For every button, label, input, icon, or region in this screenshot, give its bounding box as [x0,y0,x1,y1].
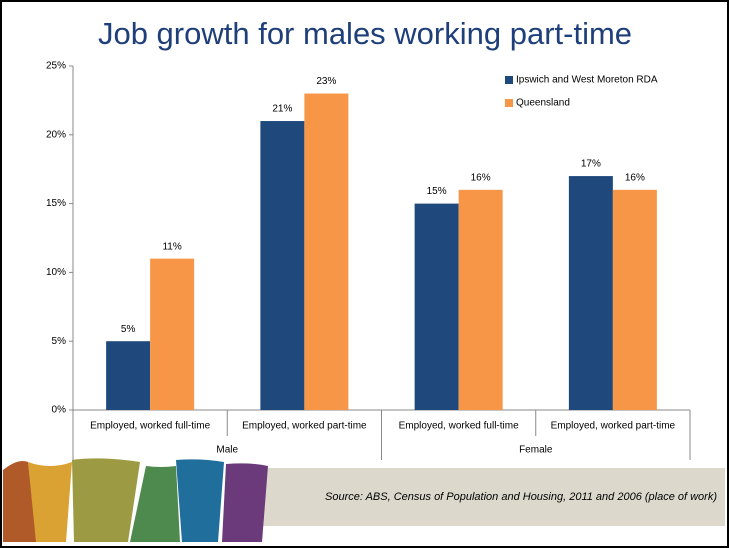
deco-shape [72,458,140,542]
data-label: 23% [316,76,336,87]
y-tick-label: 10% [46,267,66,278]
x-tick-label: Employed, worked part-time [551,421,676,432]
x-tick-label: Employed, worked full-time [90,421,210,432]
bar [612,189,657,410]
data-label: 16% [625,172,645,183]
bar [106,341,151,410]
bar [260,121,305,410]
data-label: 16% [471,172,491,183]
decoration [3,458,725,542]
legend-label: Ipswich and West Moreton RDA [516,75,658,86]
bar [458,189,503,410]
chart-title: Job growth for males working part-time [98,16,632,51]
deco-shape [130,466,180,542]
source-box [255,468,725,526]
data-label: 17% [581,159,601,170]
deco-shape [3,461,38,542]
y-tick-label: 25% [46,61,66,72]
bar [150,258,195,410]
legend-swatch [505,76,513,84]
y-tick-label: 15% [46,198,66,209]
data-label: 21% [272,104,292,115]
x-tick-label: Employed, worked full-time [399,421,519,432]
legend-swatch [505,99,513,107]
deco-shape [222,463,268,542]
data-label: 11% [162,241,181,252]
group-label: Female [519,445,553,456]
legend-label: Queensland [516,98,570,109]
bar [414,203,459,410]
data-label: 5% [121,324,136,335]
bar [568,176,613,410]
x-tick-label: Employed, worked part-time [242,421,367,432]
data-label: 15% [427,186,447,197]
deco-shape [28,462,72,542]
deco-shape [176,459,224,542]
source-note: Source: ABS, Census of Population and Ho… [325,491,717,503]
y-tick-label: 20% [46,129,66,140]
bar [304,93,349,411]
y-tick-label: 5% [52,336,67,347]
group-label: Male [216,445,238,456]
y-tick-label: 0% [52,405,67,416]
